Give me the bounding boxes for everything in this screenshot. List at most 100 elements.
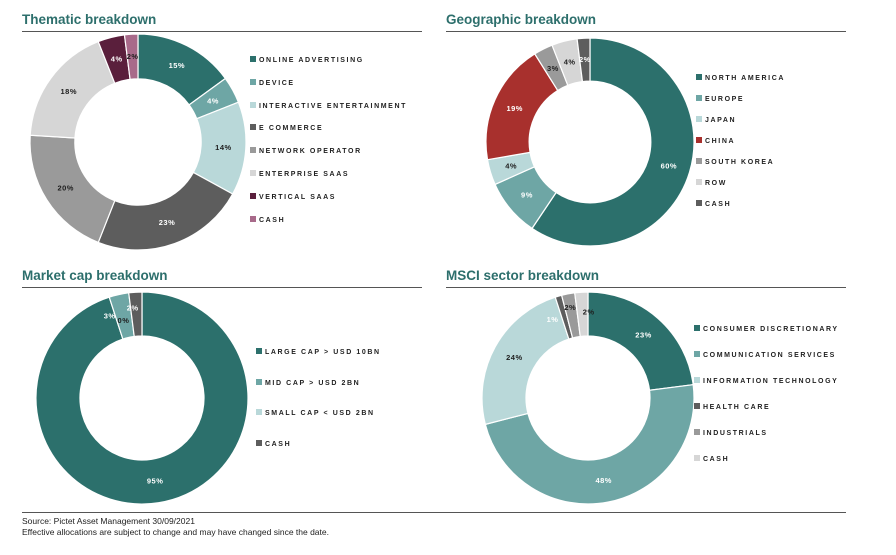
legend-swatch — [250, 124, 256, 131]
legend-label: INFORMATION TECHNOLOGY — [703, 378, 839, 385]
legend-swatch — [694, 429, 700, 435]
data-label-cash: 2% — [127, 304, 139, 313]
legend-swatch — [250, 170, 256, 176]
legend-item-north-america: NORTH AMERICA — [696, 74, 785, 83]
thematic-donut-chart: 15% 4% 14% 23% 20% 18% 4% 2% — [29, 33, 247, 251]
legend-swatch — [250, 215, 256, 222]
msci-sector-panel: MSCI sector breakdown — [446, 268, 846, 508]
legend-swatch — [694, 325, 700, 331]
legend-label: DEVICE — [259, 79, 295, 87]
legend-label: ROW — [705, 180, 727, 187]
panel-title: Geographic breakdown — [446, 12, 597, 27]
legend-label: INDUSTRIALS — [703, 430, 768, 437]
legend-swatch — [696, 116, 702, 122]
data-label-mid-cap-usd-2bn: 3% — [104, 312, 116, 321]
market-cap-donut-chart: 95% 3%0% 2% — [35, 291, 249, 505]
legend-item-cash: CASH — [696, 200, 731, 209]
legend-label: INTERACTIVE ENTERTAINMENT — [259, 102, 407, 110]
legend-item-row: ROW — [696, 179, 727, 188]
legend-label: EUROPE — [705, 96, 745, 103]
legend-swatch — [256, 348, 262, 354]
source-note: Source: Pictet Asset Management 30/09/20… — [22, 516, 195, 526]
data-label-network-operator: 20% — [57, 183, 74, 192]
legend-label: CASH — [265, 440, 292, 448]
disclaimer-note: Effective allocations are subject to cha… — [22, 527, 329, 537]
legend-item-health-care: HEALTH CARE — [694, 403, 770, 412]
data-label-interactive-entertainment: 14% — [215, 143, 232, 152]
data-label-information-technology: 24% — [506, 353, 523, 362]
legend-label: SOUTH KOREA — [705, 159, 775, 166]
legend-item-cash: CASH — [250, 215, 286, 225]
legend-item-japan: JAPAN — [696, 116, 736, 125]
legend-swatch — [250, 78, 256, 85]
legend-item-enterprise-saas: ENTERPRISE SAAS — [250, 170, 349, 179]
data-label-china: 19% — [506, 104, 523, 113]
legend-item-online-advertising: ONLINE ADVERTISING — [250, 56, 364, 65]
geographic-panel: Geographic breakdown — [446, 12, 846, 257]
geographic-donut-chart: 60%9%4%19%3%4% 2% — [485, 37, 695, 247]
thematic-panel: Thematic breakdown — [22, 12, 422, 257]
legend-swatch — [694, 351, 700, 357]
legend-item-cash: CASH — [694, 455, 729, 464]
title-rule — [22, 31, 422, 32]
legend-item-cash: CASH — [256, 439, 292, 449]
data-label-cash: 2% — [583, 308, 595, 317]
legend-swatch — [694, 455, 700, 461]
legend-swatch — [250, 147, 256, 154]
slice-cash — [123, 33, 139, 80]
legend-swatch — [696, 137, 702, 143]
data-label-europe: 9% — [521, 191, 533, 200]
legend-item-large-cap-usd-10bn: LARGE CAP > USD 10BN — [256, 348, 381, 357]
data-label-south-korea: 3% — [547, 64, 559, 73]
slice-consumer-discretionary — [587, 291, 694, 391]
legend-swatch — [250, 56, 256, 62]
legend-item-interactive-entertainment: INTERACTIVE ENTERTAINMENT — [250, 101, 407, 111]
legend-label: SMALL CAP < USD 2BN — [265, 410, 375, 417]
panel-title: Thematic breakdown — [22, 12, 157, 27]
legend-swatch — [696, 95, 702, 101]
panel-title: MSCI sector breakdown — [446, 268, 600, 283]
legend-label: E COMMERCE — [259, 125, 324, 133]
legend-item-south-korea: SOUTH KOREA — [696, 158, 774, 167]
legend-item-small-cap-usd-2bn: SMALL CAP < USD 2BN — [256, 409, 375, 418]
legend-swatch — [696, 74, 702, 80]
legend-item-information-technology: INFORMATION TECHNOLOGY — [694, 377, 838, 386]
title-rule — [446, 287, 846, 288]
legend-label: CASH — [705, 201, 732, 208]
legend-swatch — [256, 378, 262, 385]
legend-swatch — [696, 200, 702, 206]
legend-label: COMMUNICATION SERVICES — [703, 352, 836, 359]
data-label-enterprise-saas: 18% — [60, 87, 77, 96]
slice-cash — [576, 37, 591, 83]
title-rule — [446, 31, 846, 32]
slice-communication-services — [484, 384, 695, 505]
legend-label: ENTERPRISE SAAS — [259, 171, 350, 178]
legend-item-industrials: INDUSTRIALS — [694, 429, 768, 438]
legend-label: VERTICAL SAAS — [259, 193, 337, 201]
legend-item-device: DEVICE — [250, 78, 295, 88]
data-label-online-advertising: 15% — [169, 61, 186, 70]
data-label-cash: 2% — [579, 55, 591, 64]
legend-label: LARGE CAP > USD 10BN — [265, 349, 381, 356]
data-label-consumer-discretionary: 23% — [635, 330, 652, 339]
legend-swatch — [250, 192, 256, 199]
data-label-large-cap-usd-10bn: 95% — [147, 476, 164, 485]
data-label-communication-services: 48% — [595, 476, 612, 485]
legend-label: CHINA — [705, 138, 736, 145]
legend-item-consumer-discretionary: CONSUMER DISCRETIONARY — [694, 325, 839, 334]
legend-label: NETWORK OPERATOR — [259, 148, 362, 156]
legend-label: NORTH AMERICA — [705, 75, 786, 82]
legend-label: JAPAN — [705, 117, 737, 124]
legend-item-communication-services: COMMUNICATION SERVICES — [694, 351, 836, 360]
legend-label: CASH — [259, 216, 286, 224]
legend-label: ONLINE ADVERTISING — [259, 57, 364, 64]
slice-north-america — [531, 37, 695, 247]
legend-label: CONSUMER DISCRETIONARY — [703, 326, 839, 333]
slice-cash — [574, 291, 589, 338]
legend-item-europe: EUROPE — [696, 95, 744, 104]
footer-rule — [22, 512, 846, 513]
data-label-industrials: 2% — [564, 303, 576, 312]
msci-sector-donut-chart: 23% 48% 24% 1% 2% 2% — [481, 291, 695, 505]
data-label-row: 4% — [564, 58, 576, 67]
legend-item-network-operator: NETWORK OPERATOR — [250, 147, 362, 156]
